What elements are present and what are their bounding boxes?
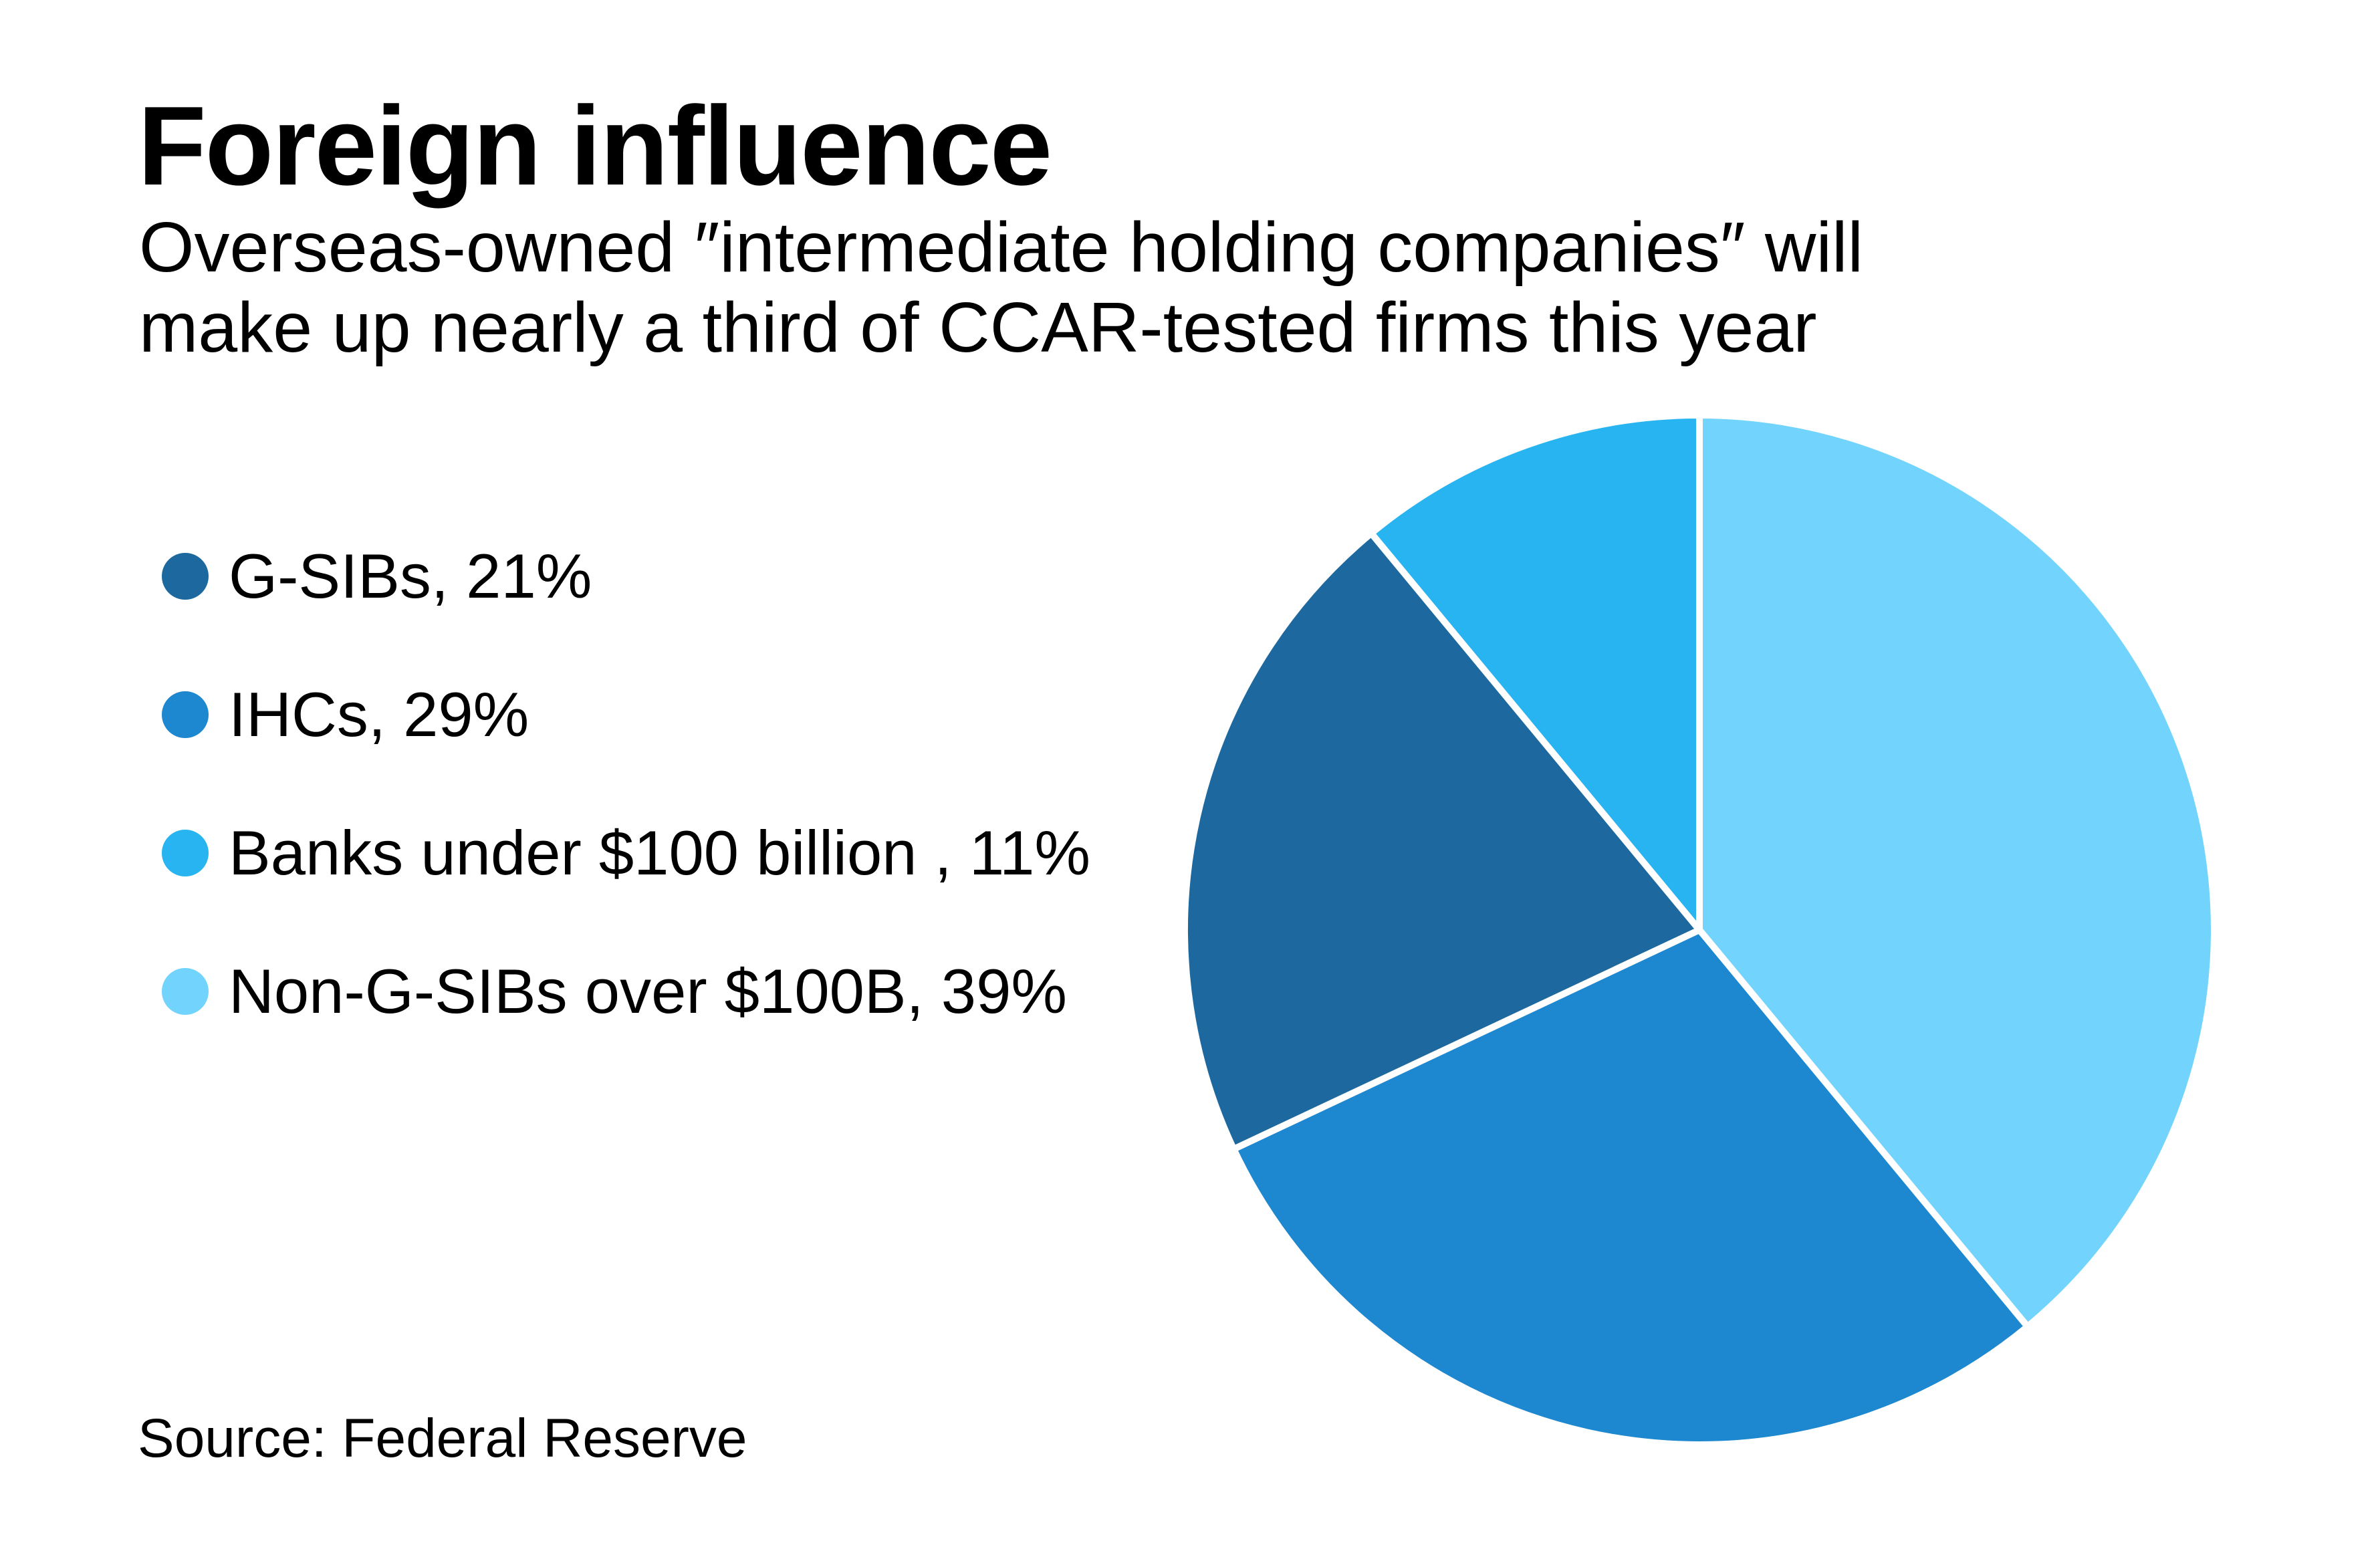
subtitle-line-1: Overseas-owned ″intermediate holding com… <box>139 208 1864 287</box>
legend-dot-icon <box>162 691 209 738</box>
legend-item-g-sibs: G-SIBs, 21% <box>162 541 1090 611</box>
legend-label: Banks under $100 billion , 11% <box>229 818 1091 888</box>
legend-dot-icon <box>162 968 209 1015</box>
subtitle-line-2: make up nearly a third of CCAR-tested fi… <box>139 288 1817 367</box>
pie-outline <box>1178 408 2221 1451</box>
legend-item-banks-under-100b: Banks under $100 billion , 11% <box>162 818 1090 888</box>
legend-label: Non-G-SIBs over $100B, 39% <box>229 956 1067 1026</box>
legend-label: IHCs, 29% <box>229 679 529 749</box>
pie-slice-non-g-sibs-over-100b <box>1696 412 2218 1330</box>
chart-subtitle: Overseas-owned ″intermediate holding com… <box>139 207 2212 368</box>
legend-label: G-SIBs, 21% <box>229 541 592 611</box>
source-note: Source: Federal Reserve <box>138 1408 747 1469</box>
pie-slice-g-sibs <box>1181 529 1703 1153</box>
legend-dot-icon <box>162 830 209 876</box>
chart-legend: G-SIBs, 21% IHCs, 29% Banks under $100 b… <box>162 541 1090 1095</box>
pie-slice-banks-under-100-billion <box>1368 412 1703 933</box>
legend-item-non-g-sibs: Non-G-SIBs over $100B, 39% <box>162 956 1090 1026</box>
legend-dot-icon <box>162 553 209 600</box>
chart-title: Foreign influence <box>138 83 1052 209</box>
legend-item-ihcs: IHCs, 29% <box>162 679 1090 749</box>
